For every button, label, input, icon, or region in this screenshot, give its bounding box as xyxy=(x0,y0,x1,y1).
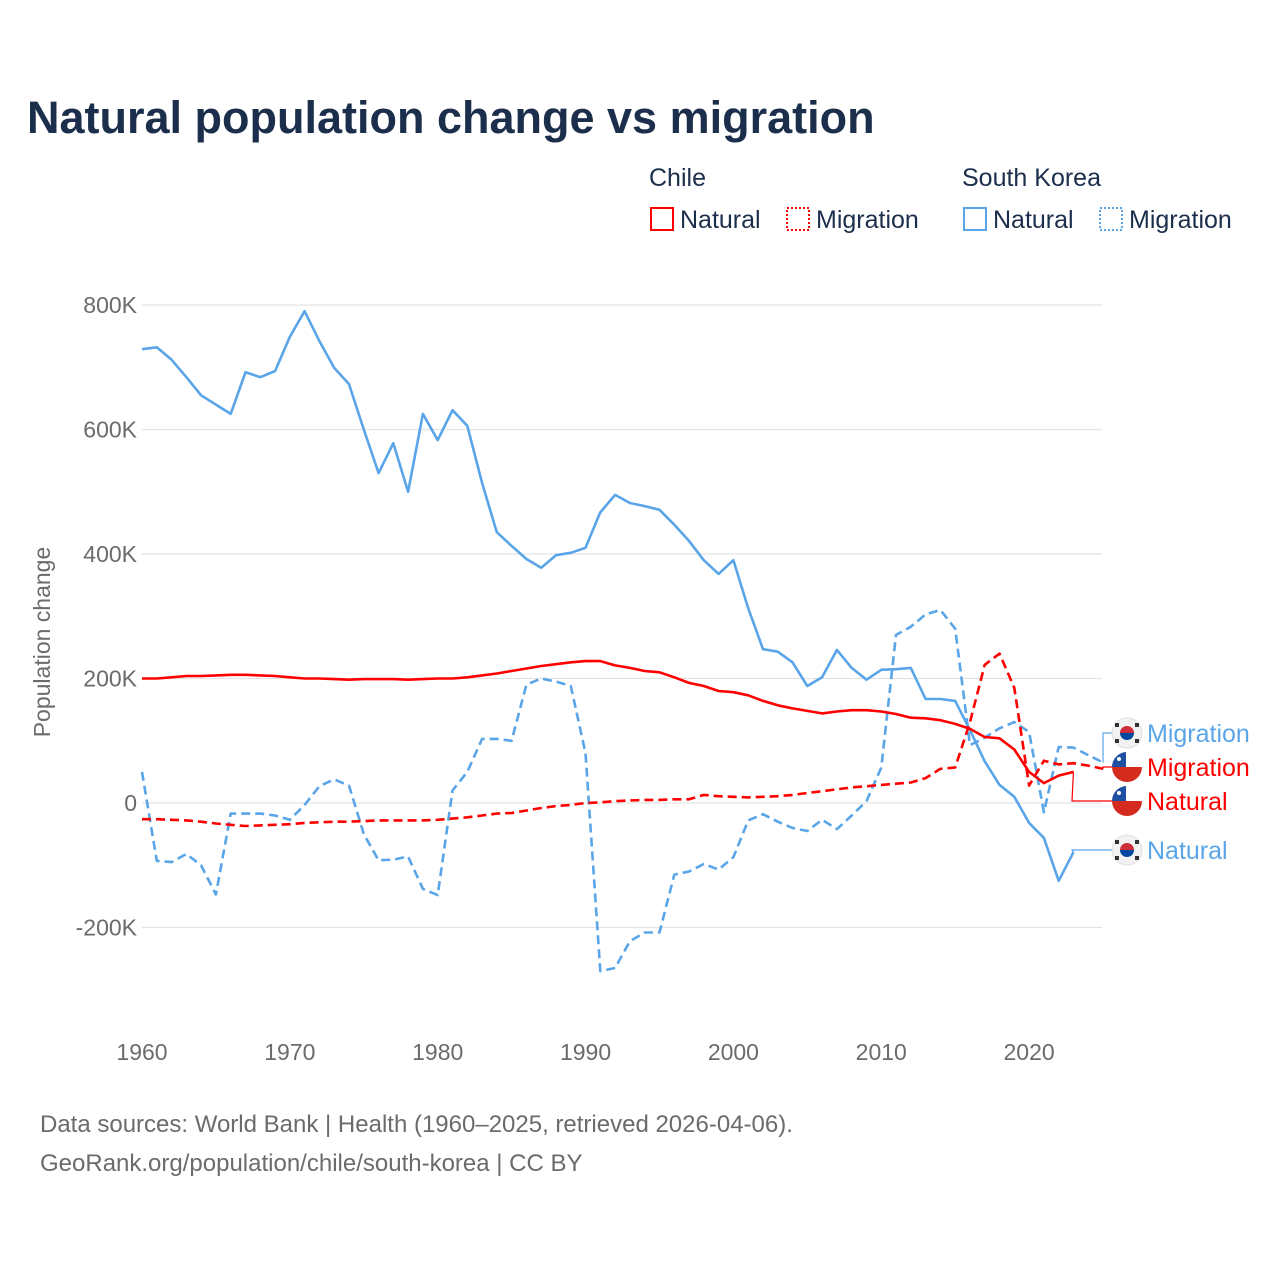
end-label-connector xyxy=(1102,766,1112,769)
chart-title: Natural population change vs migration xyxy=(27,92,875,143)
end-label-connector xyxy=(1102,732,1112,763)
source-line-2[interactable]: GeoRank.org/population/chile/south-korea… xyxy=(40,1150,583,1177)
x-tick-label: 1990 xyxy=(560,1039,611,1065)
end-label-connector xyxy=(1070,849,1112,853)
legend-label-korea-natural[interactable]: Natural xyxy=(993,206,1074,234)
legend-swatch-chile-migration xyxy=(786,207,810,231)
legend-label-chile-natural[interactable]: Natural xyxy=(680,206,761,234)
end-label-south-korea-natural: Natural xyxy=(1147,837,1228,865)
x-tick-label: 2010 xyxy=(856,1039,907,1065)
legend-swatch-korea-migration xyxy=(1099,207,1123,231)
x-tick-label: 1970 xyxy=(264,1039,315,1065)
y-tick-label: 400K xyxy=(83,541,137,567)
x-tick-labels: 1960 1970 1980 1990 2000 2010 2020 xyxy=(116,1039,1054,1065)
chile-flag-icon xyxy=(1112,752,1142,782)
x-tick-label: 2000 xyxy=(708,1039,759,1065)
end-label-chile-migration: Migration xyxy=(1147,754,1250,782)
chile-flag-icon xyxy=(1112,786,1142,816)
end-label-chile-natural: Natural xyxy=(1147,788,1228,816)
x-tick-label: 2020 xyxy=(1004,1039,1055,1065)
end-label-connector xyxy=(1071,771,1112,802)
series-line-chile-natural[interactable] xyxy=(142,659,1074,785)
legend-swatch-chile-natural xyxy=(650,207,674,231)
south-korea-flag-icon xyxy=(1111,834,1143,866)
series-line-south-korea-migration[interactable] xyxy=(140,608,1104,973)
legend-label-chile-migration[interactable]: Migration xyxy=(816,206,919,234)
legend: Chile Natural Migration South Korea Natu… xyxy=(649,164,1232,234)
end-labels: Migration Migration Natural Natural xyxy=(1070,717,1250,866)
gridlines xyxy=(142,304,1102,929)
series-lines xyxy=(140,309,1104,973)
y-axis-label: Population change xyxy=(29,547,55,738)
legend-swatch-korea-natural xyxy=(963,207,987,231)
y-tick-labels: -200K 0 200K 400K 600K 800K xyxy=(76,292,138,941)
legend-label-korea-migration[interactable]: Migration xyxy=(1129,206,1232,234)
source-line-1: Data sources: World Bank | Health (1960–… xyxy=(40,1111,793,1138)
y-tick-label: 800K xyxy=(83,292,137,318)
legend-heading-south-korea: South Korea xyxy=(962,164,1101,192)
y-tick-label: 0 xyxy=(124,790,137,816)
legend-heading-chile: Chile xyxy=(649,164,706,192)
end-label-south-korea-migration: Migration xyxy=(1147,720,1250,748)
x-tick-label: 1960 xyxy=(116,1039,167,1065)
y-tick-label: 600K xyxy=(83,417,137,443)
south-korea-flag-icon xyxy=(1111,717,1143,749)
series-line-chile-migration[interactable] xyxy=(142,652,1104,828)
x-tick-label: 1980 xyxy=(412,1039,463,1065)
y-tick-label: -200K xyxy=(76,915,138,941)
y-tick-label: 200K xyxy=(83,666,137,692)
series-line-south-korea-natural[interactable] xyxy=(141,309,1075,883)
